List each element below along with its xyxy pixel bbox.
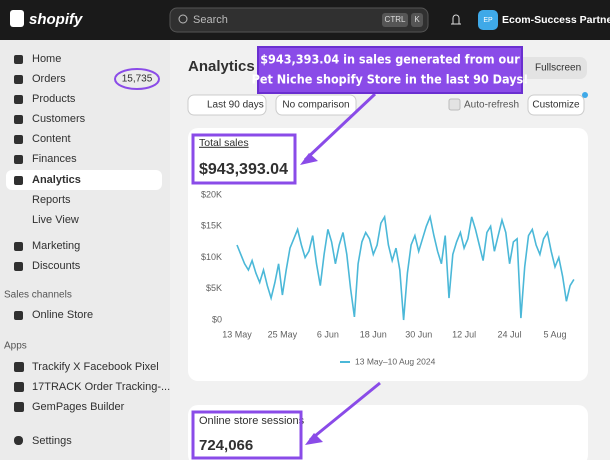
search-box[interactable] [169,7,429,33]
x-tick-label: 18 Jun [360,329,387,339]
highlight-box [191,133,297,185]
sidebar [0,40,170,460]
auto-refresh-label: Auto-refresh [464,100,519,111]
nav-item[interactable]: Trackify X Facebook Pixel [32,361,159,373]
fullscreen-label: Fullscreen [535,63,581,74]
nav-icon [14,75,23,84]
key-label: K [414,15,420,24]
nav-icon [14,311,23,320]
logo: shopify [29,11,83,28]
comparison-label: No comparison [282,100,349,111]
nav-icon [14,135,23,144]
nav-item[interactable]: Customers [32,113,86,125]
x-tick-label: 30 Jun [405,329,432,339]
app-icon [14,382,24,392]
chart-title: Total sales [199,137,249,149]
settings[interactable]: Settings [32,435,72,447]
y-tick-label: $20K [201,189,222,199]
y-tick-label: $0 [212,314,222,324]
nav-icon [14,55,23,64]
customize-label: Customize [532,100,580,111]
y-tick-label: $5K [206,283,222,293]
nav-item[interactable]: Live View [32,214,79,226]
arrow [303,92,381,442]
avatar[interactable] [478,10,498,30]
nav-item[interactable]: Products [32,93,76,105]
nav-item[interactable]: Home [32,53,61,65]
comparison-button[interactable] [275,94,357,116]
nav-item[interactable]: Marketing [32,240,80,252]
avatar-initials: EP [483,17,493,24]
chart-total: $943,393.04 [199,161,288,178]
sessions-title: Online store sessions [199,415,305,427]
x-tick-label: 25 May [268,329,298,339]
nav-icon [14,95,23,104]
annotation-box [257,46,523,94]
sales-line [236,214,575,321]
app-icon [14,362,24,372]
search-icon [178,14,188,24]
section-title: Apps [4,341,27,352]
settings-icon [14,436,23,445]
nav-icon [14,115,23,124]
orders-badge: 15,735 [122,74,153,85]
legend-label: 13 May–10 Aug 2024 [355,356,436,366]
date-label: Last 90 days [207,100,264,111]
fullscreen-button[interactable] [515,57,587,79]
nav-icon [14,262,23,271]
x-tick-label: 13 May [222,329,252,339]
nav-item[interactable]: Online Store [32,309,93,321]
bell-icon[interactable] [451,14,461,25]
app-icon [14,402,24,412]
nav-item[interactable]: Finances [32,153,77,165]
key-label: CTRL [385,15,406,24]
key [382,13,408,27]
y-tick-label: $15K [201,221,222,231]
nav-item[interactable]: Discounts [32,260,81,272]
page-title: Analytics [188,58,255,75]
notification-dot [582,92,588,98]
nav-item[interactable]: Orders [32,73,66,85]
x-tick-label: 24 Jul [498,329,522,339]
sales-card [188,128,588,381]
auto-refresh-checkbox[interactable] [448,98,461,111]
sessions-value: 724,066 [199,437,253,454]
annotation: $943,393.04 in sales generated from our [260,52,520,67]
highlight-ellipse [114,68,160,90]
nav-item[interactable]: Reports [32,194,71,206]
section-title: Sales channels [4,290,72,301]
store-name[interactable]: Ecom-Success Partners [502,14,610,26]
y-tick-label: $10K [201,252,222,262]
nav-icon [14,176,23,185]
nav-item[interactable]: Content [32,133,71,145]
sessions-card [188,405,588,465]
sidebar-footer [0,428,170,460]
annotation: Pet Niche shopify Store in the last 90 D… [252,72,529,87]
logo-icon [10,10,24,27]
nav-icon [14,242,23,251]
nav-item[interactable]: 17TRACK Order Tracking-... [32,381,170,393]
nav-item[interactable]: GemPages Builder [32,401,125,413]
highlight-box [191,410,303,460]
date-button[interactable] [187,94,267,116]
nav-item[interactable]: Analytics [32,174,81,186]
x-tick-label: 6 Jun [317,329,339,339]
search-placeholder: Search [193,14,228,26]
x-tick-label: 12 Jul [452,329,476,339]
customize-button[interactable] [527,94,585,116]
nav-icon [14,155,23,164]
nav-active [6,170,162,190]
x-tick-label: 5 Aug [543,329,566,339]
key [411,13,423,27]
